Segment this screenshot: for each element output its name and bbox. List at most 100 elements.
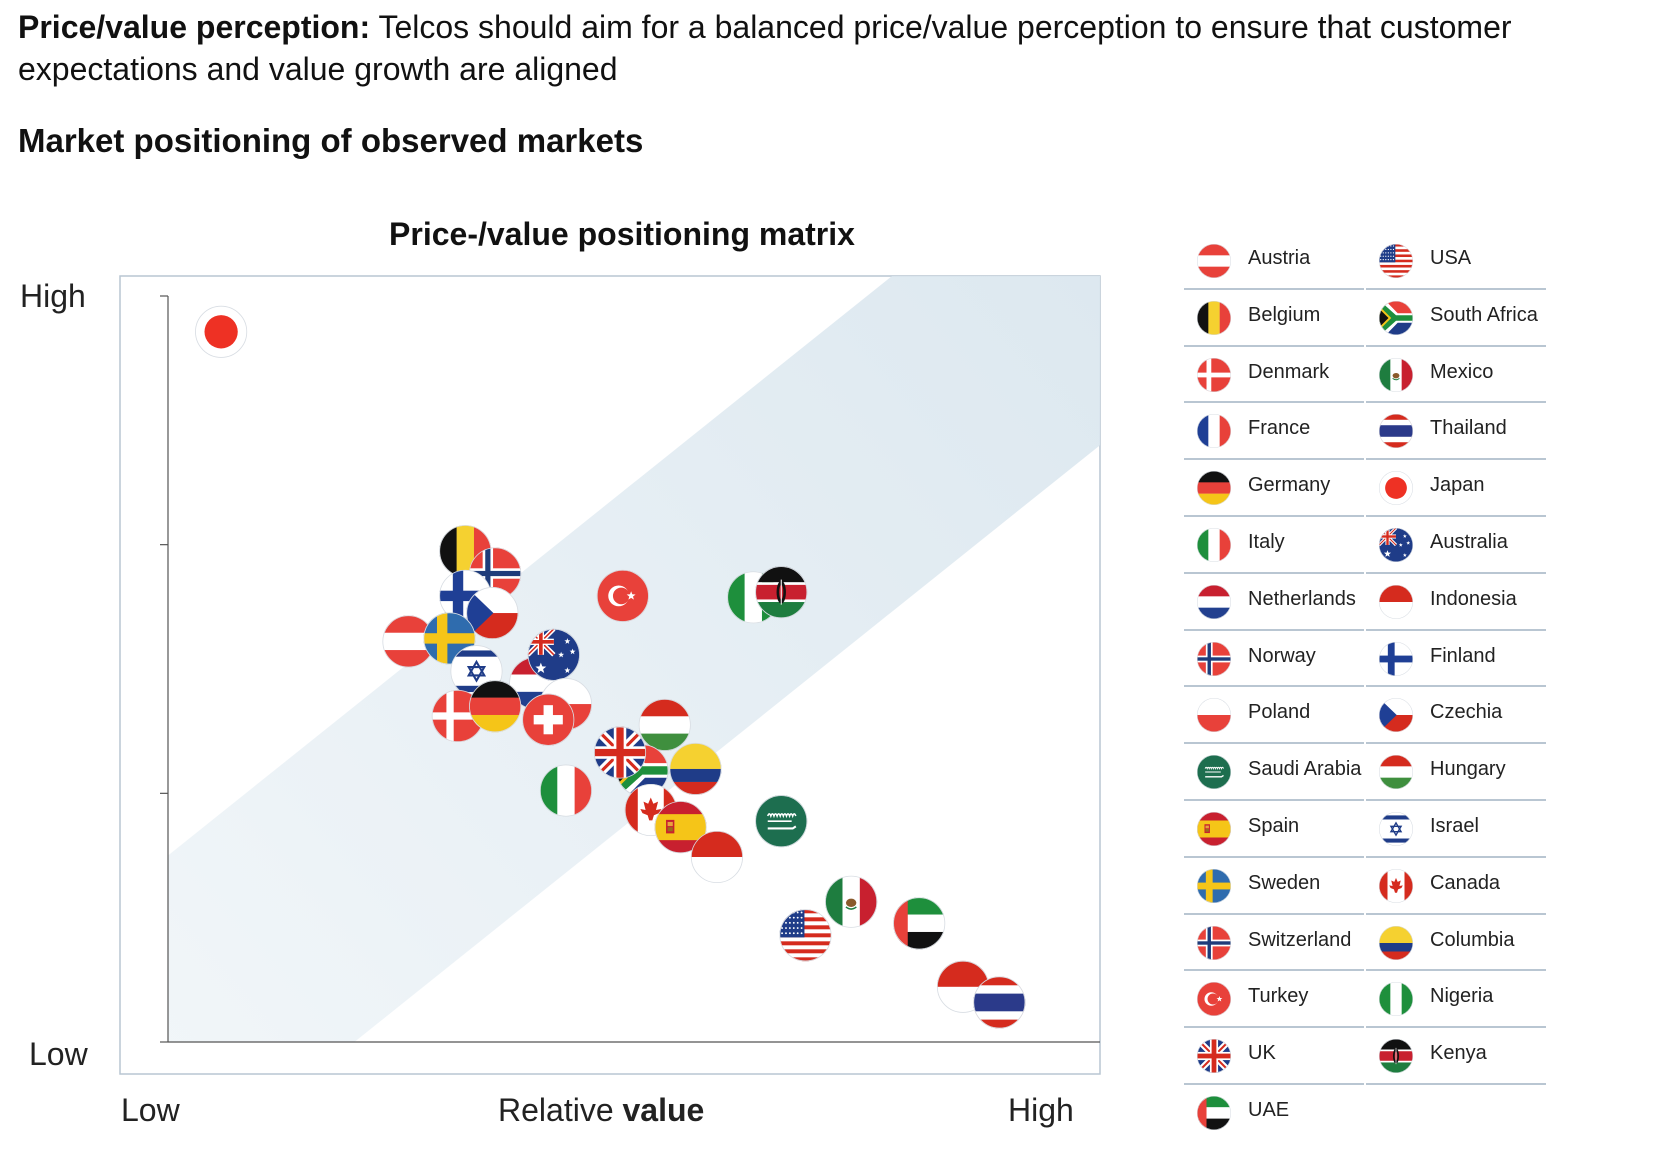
flag-icon-fr xyxy=(1196,414,1232,449)
flag-icon-hu xyxy=(1378,755,1414,790)
legend-item-japan: Japan xyxy=(1366,460,1546,517)
legend-item-usa: USA xyxy=(1366,233,1546,290)
legend-item-switzerland: Switzerland xyxy=(1184,915,1364,972)
legend-label: France xyxy=(1248,417,1311,440)
legend-column-2: USA South Africa Mexico Thailand Japan Austra… xyxy=(1366,233,1546,1085)
flag-point-czechia: Czechia xyxy=(466,586,519,640)
legend-label: Columbia xyxy=(1430,928,1515,951)
flag-icon-fi xyxy=(1378,641,1414,676)
flag-icon-it xyxy=(1196,527,1232,563)
x-axis-low-label: Low xyxy=(121,1092,180,1128)
flag-icon-jp xyxy=(1378,471,1414,506)
legend-item-finland: Finland xyxy=(1366,631,1546,688)
legend-item-belgium: Belgium xyxy=(1184,290,1364,347)
flag-point-japan: Japan xyxy=(195,305,248,358)
legend-label: Finland xyxy=(1430,644,1496,667)
flag-icon xyxy=(1196,811,1232,847)
legend-label: Italy xyxy=(1248,530,1285,553)
flag-icon-au xyxy=(1378,527,1414,563)
legend-label: Denmark xyxy=(1248,360,1330,383)
flag-icon xyxy=(1378,1039,1414,1074)
legend-label: Israel xyxy=(1430,814,1479,837)
flag-icon-de xyxy=(1196,471,1232,506)
legend-item-kenya: Kenya xyxy=(1366,1028,1546,1085)
balanced-price-value-band xyxy=(168,276,1100,1042)
legend-item-austria: Austria xyxy=(1184,233,1364,290)
legend-label: Germany xyxy=(1248,474,1331,497)
flag-icon-co xyxy=(1378,925,1414,960)
flag-icon xyxy=(1196,471,1232,506)
legend-item-turkey: Turkey xyxy=(1184,971,1364,1029)
flag-icon xyxy=(1196,982,1232,1017)
flag-icon xyxy=(1196,414,1232,449)
headline-text: Telcos should aim for a balanced price/v… xyxy=(18,9,1512,87)
flag-icon xyxy=(1196,1095,1232,1130)
flag-icon-dk xyxy=(1196,357,1232,392)
flag-icon xyxy=(1196,1039,1232,1074)
flag-icon-gb xyxy=(1196,1039,1232,1074)
legend-label: Netherlands xyxy=(1248,587,1356,610)
legend-item-netherlands: Netherlands xyxy=(1184,574,1364,631)
flag-icon xyxy=(1196,755,1232,790)
chart-title: Price-/value positioning matrix xyxy=(389,216,855,252)
flag-icon-sa xyxy=(1196,755,1232,790)
flag-point-uae: UAE xyxy=(893,897,946,950)
legend-label: Spain xyxy=(1248,814,1300,837)
legend-item-indonesia: Indonesia xyxy=(1366,574,1546,631)
legend-label: Poland xyxy=(1248,701,1311,724)
flag-point-australia: Australia xyxy=(527,628,580,681)
flag-icon-nl xyxy=(1196,584,1232,619)
flag-point-switzerland: Switzerland xyxy=(522,693,575,746)
legend-label: Hungary xyxy=(1430,758,1506,781)
flag-icon xyxy=(1378,698,1414,733)
legend-item-poland: Poland xyxy=(1184,687,1364,745)
flag-icon xyxy=(1378,357,1414,392)
flag-icon xyxy=(1196,698,1232,733)
legend-label: Mexico xyxy=(1430,360,1494,383)
legend-item-canada: Canada xyxy=(1366,858,1546,915)
y-axis-low-label: Low xyxy=(29,1036,88,1072)
legend-column-1: Austria Belgium Denmark France Germany Italy N… xyxy=(1184,233,1364,1142)
legend-item-saudi-arabia: Saudi Arabia xyxy=(1184,744,1364,801)
legend-label: South Africa xyxy=(1430,303,1538,326)
flag-icon xyxy=(1378,527,1414,563)
flag-icon xyxy=(1196,357,1232,392)
legend-item-france: France xyxy=(1184,403,1364,461)
page-headline: Price/value perception: Telcos should ai… xyxy=(18,6,1658,90)
flag-icon-mx xyxy=(1378,357,1414,392)
flag-icon xyxy=(1378,755,1414,790)
x-axis-title-prefix: Relative xyxy=(498,1092,623,1128)
legend-label: UAE xyxy=(1248,1098,1290,1121)
flag-point-indonesia: Indonesia xyxy=(690,830,743,884)
flag-icon-pl xyxy=(1196,698,1232,733)
legend-item-norway: Norway xyxy=(1184,631,1364,688)
flag-icon-th xyxy=(1378,414,1414,449)
x-axis-title-bold: value xyxy=(622,1092,705,1128)
flag-icon-ca xyxy=(1378,868,1414,903)
flag-point-uk: UK xyxy=(593,726,647,779)
flag-icon xyxy=(1196,641,1232,676)
legend-item-spain: Spain xyxy=(1184,801,1364,858)
legend-label: Kenya xyxy=(1430,1042,1487,1065)
headline-bold: Price/value perception: xyxy=(18,9,371,45)
flag-point-austria: Austria xyxy=(382,615,435,668)
flag-point-hungary: Hungary xyxy=(638,698,691,752)
x-axis-high-label: High xyxy=(1008,1092,1074,1128)
flag-icon xyxy=(1196,868,1232,903)
legend-item-uk: UK xyxy=(1184,1028,1364,1085)
flag-point-italy: Italy xyxy=(539,764,593,817)
flag-icon xyxy=(1378,982,1414,1017)
x-axis-title: Relative value xyxy=(498,1092,704,1129)
flag-icon xyxy=(1378,471,1414,506)
legend-item-nigeria: Nigeria xyxy=(1366,971,1546,1029)
legend-label: Canada xyxy=(1430,871,1501,894)
legend-item-italy: Italy xyxy=(1184,517,1364,574)
flag-icon-be xyxy=(1196,300,1232,335)
flag-icon xyxy=(1378,300,1414,335)
page-subheading: Market positioning of observed markets xyxy=(18,122,644,159)
legend-label: Belgium xyxy=(1248,303,1321,326)
legend-label: UK xyxy=(1248,1042,1276,1065)
flag-point-germany: Germany xyxy=(469,680,522,733)
flag-point-turkey: Turkey xyxy=(596,569,649,622)
legend-item-mexico: Mexico xyxy=(1366,347,1546,404)
